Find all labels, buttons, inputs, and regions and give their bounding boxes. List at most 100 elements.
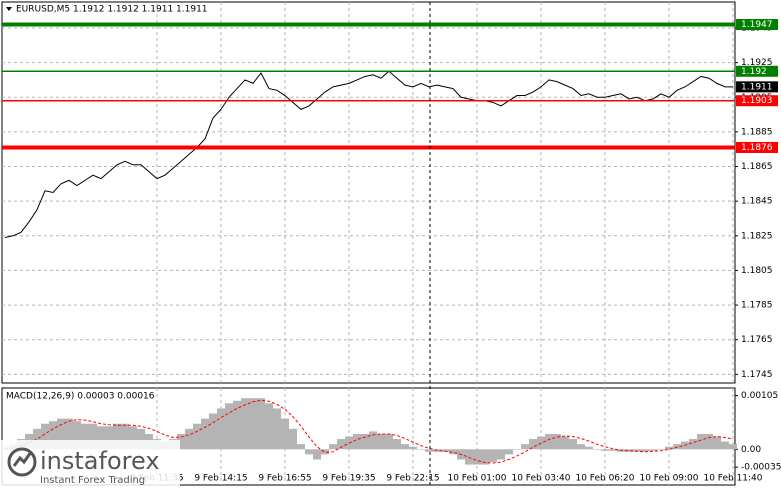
macd-bar	[57, 418, 65, 450]
y-tick-label: 1.1805	[741, 266, 773, 276]
x-tick-label: 9 Feb 22:15	[386, 474, 439, 484]
macd-bar	[233, 400, 241, 450]
macd-bar	[225, 403, 233, 450]
y-tick-label: 0.00105	[741, 391, 778, 401]
macd-bar	[321, 449, 329, 455]
macd-bar	[529, 439, 537, 450]
level-box	[736, 81, 778, 93]
y-tick-label: 1.1785	[741, 301, 773, 311]
macd-bar	[521, 444, 529, 450]
macd-bar	[505, 449, 513, 455]
x-tick-label: 9 Feb 14:15	[194, 474, 247, 484]
level-label: 1.1947	[741, 20, 773, 30]
macd-bar	[265, 403, 273, 450]
macd-bar	[705, 433, 713, 450]
macd-bar	[361, 433, 369, 450]
signal-line	[4, 399, 734, 464]
macd-bar	[449, 449, 457, 455]
y-tick-label: 1.1825	[741, 231, 773, 241]
logo	[7, 447, 37, 477]
macd-bar	[337, 439, 345, 450]
macd-bar	[585, 446, 593, 450]
macd-bar	[377, 433, 385, 450]
macd-bar	[649, 449, 657, 451]
macd-bar	[257, 398, 265, 450]
macd-bar	[633, 449, 641, 452]
x-tick-label: 9 Feb 16:55	[258, 474, 311, 484]
macd-bar	[417, 449, 425, 450]
macd-bar	[273, 408, 281, 450]
macd-bar	[313, 449, 321, 460]
level-box	[736, 65, 778, 77]
macd-bar	[305, 449, 313, 455]
macd-bar	[241, 398, 249, 450]
macd-bar	[713, 436, 721, 450]
macd-bar	[129, 426, 137, 450]
macd-bar	[201, 418, 209, 450]
macd-bar	[369, 431, 377, 450]
macd-bar	[217, 408, 225, 450]
macd-bar	[481, 449, 489, 465]
macd-bar	[393, 439, 401, 450]
macd-bar	[185, 428, 193, 450]
macd-bar	[409, 446, 417, 450]
macd-bar	[497, 449, 505, 460]
logo-mark	[12, 451, 33, 467]
macd-bar	[665, 446, 673, 450]
macd-bar	[177, 433, 185, 450]
macd-bar	[121, 423, 129, 450]
level-label: 1.1903	[741, 96, 773, 106]
y-tick-label: 1.1765	[741, 335, 773, 345]
macd-bar	[425, 449, 433, 452]
macd-bar	[513, 449, 521, 450]
macd-bar	[353, 433, 361, 450]
y-tick-label: 1.1925	[741, 58, 773, 68]
macd-bar	[593, 449, 601, 450]
price-panel	[1, 1, 736, 384]
macd-bar	[577, 444, 585, 450]
macd-bar	[697, 433, 705, 450]
macd-bar	[569, 439, 577, 450]
x-tick-label: 10 Feb 09:00	[639, 474, 698, 484]
x-tick-label: 10 Feb 01:00	[447, 474, 506, 484]
macd-bar	[441, 449, 449, 452]
level-box	[736, 95, 778, 107]
macd-bar	[625, 449, 633, 452]
macd-bar	[561, 436, 569, 450]
macd-bar	[401, 444, 409, 450]
macd-bar	[721, 441, 729, 450]
macd-bar	[297, 444, 305, 450]
level-label: 1.192	[741, 67, 767, 77]
y-tick-label: 0.00	[741, 445, 761, 455]
macd-bar	[89, 423, 97, 450]
macd-bar	[289, 428, 297, 450]
macd-bar	[473, 449, 481, 465]
brand: instaforex	[40, 447, 160, 475]
level-label: 1.1911	[741, 82, 773, 92]
macd-bar	[33, 428, 41, 450]
macd-bar	[209, 413, 217, 450]
macd-bar	[553, 433, 561, 450]
level-box	[736, 141, 778, 153]
watermark-bg	[0, 440, 180, 489]
macd-bar	[65, 418, 73, 450]
chart-title: EURUSD,M5 1.1912 1.1912 1.1911 1.1911	[16, 5, 208, 15]
macd-bar	[97, 426, 105, 450]
macd-bar	[249, 398, 257, 450]
macd-bar	[41, 423, 49, 450]
x-tick-label: 9 Feb 19:35	[322, 474, 375, 484]
macd-bar	[641, 449, 649, 452]
x-tick-label: 10 Feb 11:40	[703, 474, 762, 484]
watermark: instaforex Instant Forex Trading	[0, 440, 180, 489]
macd-bar	[601, 449, 609, 451]
level-box	[736, 19, 778, 31]
macd-bar	[609, 449, 617, 451]
x-tick-label: 10 Feb 03:40	[511, 474, 570, 484]
macd-bar	[689, 439, 697, 450]
y-tick-label: -0.00035	[741, 463, 781, 473]
tagline: Instant Forex Trading	[40, 475, 145, 486]
macd-bar	[113, 423, 121, 450]
macd-bar	[329, 444, 337, 450]
